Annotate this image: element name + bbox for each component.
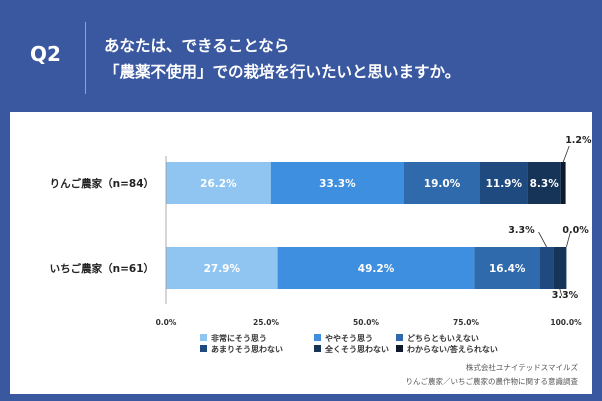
data-label-1-4: 3.3%: [552, 290, 579, 301]
legend-swatch-2: [396, 334, 403, 341]
data-label-0-2: 19.0%: [424, 178, 461, 190]
question-title-line1: あなたは、できることなら: [104, 37, 290, 55]
legend-swatch-4: [314, 345, 321, 352]
legend-swatch-1: [314, 334, 321, 341]
x-tick-label-2: 50.0%: [353, 318, 380, 327]
bar-segment-1-3: [540, 247, 554, 289]
data-labels-layer: りんご農家（n=84） いちご農家（n=61） 26.2% 33.3% 19.0% 11.…: [50, 135, 592, 301]
legend-label-2: どちらともいえない: [407, 333, 479, 343]
data-label-0-1: 33.3%: [319, 178, 356, 190]
bar-segment-0-5: [560, 162, 566, 204]
data-label-1-2: 16.4%: [489, 263, 526, 275]
legend-label-4: 全くそう思わない: [324, 344, 389, 354]
data-label-0-5: 1.2%: [565, 135, 592, 146]
legend-label-5: わからない/答えられない: [407, 344, 498, 354]
bar-segment-0-2: [404, 162, 480, 204]
bar-segment-1-4: [553, 247, 567, 289]
header: Q2 あなたは、できることなら 「農薬不使用」での栽培を行いたいと思いますか。: [0, 0, 602, 110]
data-label-1-0: 27.9%: [204, 263, 241, 275]
source-survey: りんご農家／いちご農家の農作物に関する意識調査: [406, 376, 579, 386]
source-company: 株式会社ユナイテッドスマイルズ: [466, 362, 579, 372]
x-tick-label-3: 75.0%: [453, 318, 480, 327]
category-label-1: いちご農家（n=61）: [50, 262, 154, 275]
legend-swatch-0: [200, 334, 207, 341]
x-axis: 0.0% 25.0% 50.0% 75.0% 100.0%: [156, 156, 582, 327]
question-title-line2: 「農薬不使用」での栽培を行いたいと思いますか。: [104, 63, 461, 81]
question-title: あなたは、できることなら 「農薬不使用」での栽培を行いたいと思いますか。: [104, 33, 460, 85]
x-tick-label-0: 0.0%: [156, 318, 177, 327]
data-label-1-1: 49.2%: [358, 263, 395, 275]
data-label-1-3: 3.3%: [508, 225, 535, 236]
category-label-0: りんご農家（n=84）: [50, 177, 154, 190]
callout-line-1-3: [538, 231, 547, 248]
legend-label-0: 非常にそう思う: [211, 333, 267, 343]
question-number: Q2: [30, 42, 61, 66]
legend-label-1: ややそう思う: [325, 333, 373, 343]
bars-layer: [166, 162, 567, 289]
legend-label-3: あまりそう思わない: [211, 345, 283, 354]
bar-segment-1-2: [474, 247, 540, 289]
data-label-0-4: 8.3%: [530, 178, 560, 190]
bar-segment-1-0: [166, 247, 278, 289]
bar-segment-0-0: [166, 162, 271, 204]
legend-swatch-5: [396, 345, 403, 352]
callout-line-0-5: [562, 145, 570, 163]
data-label-0-3: 11.9%: [486, 178, 523, 190]
bar-segment-1-1: [277, 247, 475, 289]
data-label-1-5: 0.0%: [562, 225, 589, 236]
bar-segment-0-4: [527, 162, 561, 204]
x-tick-label-1: 25.0%: [253, 318, 280, 327]
data-label-0-0: 26.2%: [200, 178, 237, 190]
callout-line-1-4: [559, 288, 563, 297]
chart-card: りんご農家（n=84） いちご農家（n=61） 26.2% 33.3% 19.0% 11.…: [10, 112, 592, 394]
legend-swatch-3: [200, 345, 207, 352]
callout-line-1-5: [566, 231, 571, 248]
bar-segment-0-1: [270, 162, 404, 204]
stacked-bar-chart: りんご農家（n=84） いちご農家（n=61） 26.2% 33.3% 19.0% 11.…: [50, 135, 592, 386]
header-divider: [85, 22, 86, 94]
x-tick-label-4: 100.0%: [550, 318, 582, 327]
bar-segment-0-3: [480, 162, 528, 204]
